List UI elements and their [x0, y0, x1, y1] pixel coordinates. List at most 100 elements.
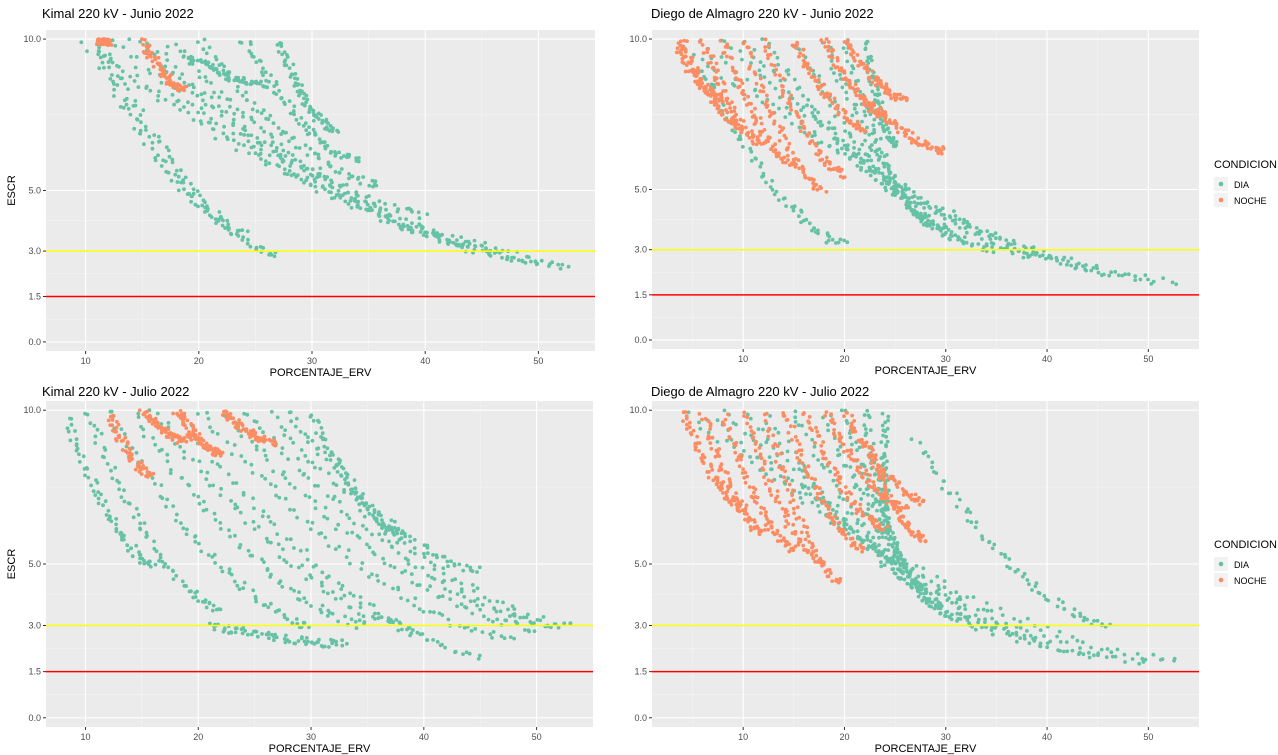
point-noche	[855, 468, 859, 473]
point-noche	[791, 498, 796, 503]
x-tick-label: 40	[1042, 354, 1052, 364]
point-noche	[788, 424, 793, 429]
point-dia	[962, 603, 967, 608]
x-tick-label: 10	[80, 732, 90, 742]
point-dia	[743, 431, 747, 436]
point-dia	[791, 467, 796, 472]
point-dia	[202, 91, 207, 95]
point-noche	[824, 37, 829, 41]
point-dia	[477, 653, 482, 658]
point-noche	[773, 148, 778, 152]
point-noche	[808, 177, 812, 182]
point-dia	[192, 493, 196, 497]
point-noche	[683, 48, 688, 53]
point-dia	[455, 238, 459, 243]
point-dia	[973, 627, 978, 632]
point-dia	[297, 468, 302, 473]
point-dia	[1038, 641, 1043, 646]
point-noche	[796, 158, 801, 163]
point-noche	[731, 495, 736, 499]
point-dia	[421, 233, 426, 238]
point-dia	[236, 84, 240, 89]
point-dia	[232, 443, 237, 447]
point-dia	[879, 150, 884, 155]
point-dia	[541, 615, 546, 619]
point-dia	[370, 572, 374, 577]
point-dia	[155, 98, 160, 103]
point-noche	[855, 53, 860, 57]
point-dia	[435, 640, 440, 644]
point-noche	[832, 421, 837, 426]
point-noche	[822, 40, 827, 45]
point-noche	[862, 66, 867, 70]
point-dia	[490, 635, 494, 640]
point-dia	[195, 93, 200, 98]
point-dia	[114, 517, 119, 521]
point-dia	[201, 47, 206, 52]
point-dia	[236, 228, 241, 233]
point-dia	[933, 211, 938, 216]
point-dia	[226, 227, 231, 232]
point-dia	[277, 88, 281, 93]
point-dia	[286, 457, 290, 462]
point-dia	[330, 126, 334, 131]
point-dia	[166, 565, 171, 570]
point-noche	[800, 461, 805, 466]
point-dia	[311, 118, 316, 123]
point-dia	[1069, 256, 1074, 261]
point-dia	[1076, 652, 1081, 656]
point-dia	[310, 173, 315, 178]
chart-title: Kimal 220 kV - Julio 2022	[42, 384, 189, 399]
point-dia	[804, 492, 808, 496]
point-dia	[218, 607, 223, 612]
point-dia	[380, 538, 385, 543]
point-dia	[288, 164, 292, 168]
point-dia	[719, 76, 724, 80]
point-noche	[789, 108, 793, 112]
point-dia	[267, 161, 272, 166]
point-dia	[793, 420, 798, 424]
point-noche	[139, 472, 144, 476]
point-dia	[139, 424, 143, 429]
point-dia	[314, 431, 318, 435]
point-noche	[826, 40, 831, 44]
point-dia	[918, 582, 923, 586]
point-dia	[1096, 653, 1100, 658]
point-noche	[175, 82, 179, 87]
point-dia	[396, 222, 401, 227]
point-dia	[949, 234, 954, 238]
point-noche	[745, 133, 750, 137]
point-dia	[235, 107, 240, 112]
point-dia	[367, 194, 371, 198]
point-dia	[428, 560, 433, 565]
point-dia	[250, 553, 255, 558]
point-dia	[761, 427, 765, 432]
point-noche	[758, 76, 763, 81]
point-dia	[305, 132, 310, 137]
point-dia	[826, 423, 830, 427]
point-dia	[384, 526, 388, 531]
point-dia	[134, 55, 139, 59]
point-dia	[219, 62, 224, 66]
point-dia	[855, 164, 860, 168]
point-dia	[298, 548, 303, 553]
point-noche	[778, 73, 782, 78]
point-dia	[246, 237, 250, 242]
point-dia	[461, 568, 466, 573]
point-dia	[314, 190, 319, 194]
point-dia	[740, 144, 745, 149]
point-noche	[783, 525, 788, 529]
point-dia	[202, 37, 207, 42]
point-dia	[333, 152, 338, 156]
point-dia	[327, 610, 332, 615]
point-dia	[1025, 251, 1029, 256]
point-dia	[239, 41, 244, 45]
point-noche	[909, 140, 914, 145]
point-dia	[777, 106, 781, 111]
point-dia	[873, 140, 877, 145]
point-dia	[448, 597, 453, 601]
point-dia	[868, 428, 873, 432]
point-noche	[726, 486, 731, 491]
point-dia	[174, 518, 178, 523]
point-dia	[845, 147, 850, 152]
